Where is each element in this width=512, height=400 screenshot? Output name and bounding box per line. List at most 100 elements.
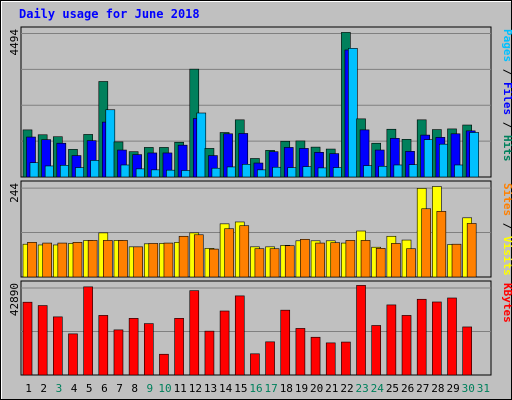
bar-kbytes-day-16 — [250, 353, 260, 376]
x-tick-label-23: 23 — [356, 382, 369, 395]
bar-kbytes-day-4 — [68, 333, 78, 376]
bar-pages-day-13 — [211, 167, 222, 178]
bar-sites-day-15 — [239, 225, 250, 278]
bar-kbytes-day-29 — [447, 297, 457, 376]
x-tick-label-14: 14 — [219, 382, 233, 395]
bar-kbytes-day-17 — [265, 341, 275, 376]
bar-sites-day-23 — [360, 240, 371, 278]
bar-kbytes-day-28 — [432, 301, 442, 376]
bar-kbytes-day-20 — [310, 336, 321, 376]
bar-pages-day-11 — [181, 170, 191, 178]
bar-sites-day-10 — [163, 242, 174, 278]
bar-kbytes-day-7 — [113, 329, 124, 376]
x-tick-label-16: 16 — [249, 382, 262, 395]
bar-kbytes-day-9 — [143, 323, 154, 376]
bar-pages-day-26 — [408, 164, 419, 178]
bar-pages-day-19 — [302, 166, 313, 178]
bar-sites-day-26 — [406, 248, 416, 278]
bar-sites-day-6 — [103, 240, 113, 278]
panel-visits_sites: 244 Sites / Visits — [8, 180, 512, 278]
x-tick-label-4: 4 — [71, 382, 78, 395]
x-tick-label-9: 9 — [147, 382, 154, 395]
x-tick-label-28: 28 — [431, 382, 444, 395]
x-tick-label-7: 7 — [116, 382, 123, 395]
bar-pages-day-29 — [454, 164, 464, 178]
bar-pages-day-27 — [423, 139, 434, 178]
bar-pages-day-24 — [378, 165, 389, 178]
bar-pages-day-5 — [90, 160, 100, 178]
x-tick-label-31: 31 — [477, 382, 490, 395]
series-legend-label: Pages / Files / Hits — [501, 29, 512, 162]
bar-kbytes-day-22 — [341, 341, 351, 376]
bar-sites-day-11 — [178, 235, 189, 278]
bar-pages-day-28 — [439, 143, 449, 178]
bar-pages-day-16 — [257, 169, 267, 178]
y-max-label: 4494 — [8, 29, 21, 56]
x-tick-label-5: 5 — [86, 382, 93, 395]
bar-sites-day-21 — [330, 242, 341, 278]
bar-pages-day-6 — [105, 109, 116, 178]
bar-sites-day-5 — [87, 240, 98, 278]
bar-kbytes-day-21 — [325, 342, 336, 376]
panel-hits_files_pages: 4494 Pages / Files / Hits — [8, 26, 512, 178]
bar-sites-day-29 — [451, 243, 462, 278]
bar-pages-day-20 — [317, 167, 328, 178]
bar-kbytes-day-18 — [280, 309, 291, 376]
x-axis-day-labels: 1 2 3 4 5 6 7 8 9 10 11 12 13 14 15 16 17 18 19 20 21 22 23 24 2… — [25, 382, 490, 395]
bar-kbytes-day-3 — [53, 316, 63, 376]
bar-pages-day-14 — [226, 166, 237, 178]
bar-sites-day-16 — [254, 248, 265, 278]
bar-sites-day-1 — [27, 242, 37, 278]
bar-sites-day-17 — [269, 248, 280, 278]
y-max-label: 42890 — [8, 283, 21, 316]
bar-kbytes-day-19 — [295, 328, 306, 376]
bar-sites-day-14 — [224, 228, 234, 278]
panel-kbytes: 42890 KBytes — [8, 280, 512, 376]
bar-sites-day-20 — [315, 242, 325, 278]
bar-sites-day-30 — [466, 223, 477, 278]
x-tick-label-11: 11 — [174, 382, 187, 395]
x-tick-label-30: 30 — [462, 382, 475, 395]
bar-kbytes-day-27 — [416, 298, 427, 376]
bar-sites-day-2 — [42, 242, 52, 278]
bar-kbytes-day-10 — [159, 353, 169, 376]
bar-kbytes-day-6 — [98, 315, 109, 376]
x-tick-label-17: 17 — [265, 382, 278, 395]
bar-sites-day-3 — [57, 242, 68, 278]
x-tick-label-2: 2 — [40, 382, 47, 395]
bar-sites-day-24 — [375, 248, 386, 278]
bar-pages-day-30 — [469, 132, 479, 178]
bar-kbytes-day-14 — [219, 310, 230, 376]
bar-pages-day-8 — [135, 168, 146, 178]
bar-pages-day-21 — [332, 167, 343, 178]
bar-pages-day-2 — [44, 165, 55, 178]
x-tick-label-1: 1 — [25, 382, 32, 395]
bar-kbytes-day-1 — [22, 301, 33, 376]
bar-sites-day-19 — [300, 238, 310, 278]
bar-kbytes-day-2 — [37, 305, 48, 376]
bar-pages-day-9 — [150, 169, 161, 178]
bar-pages-day-15 — [241, 164, 252, 178]
bar-sites-day-9 — [148, 243, 159, 278]
chart-panels: 4494 Pages / Files / Hits 244 Sites / Visit… — [8, 26, 512, 376]
bar-sites-day-18 — [284, 245, 295, 278]
x-tick-label-24: 24 — [371, 382, 385, 395]
y-max-label: 244 — [8, 183, 21, 203]
bar-pages-day-7 — [120, 164, 131, 178]
bar-kbytes-day-8 — [128, 318, 139, 376]
bar-sites-day-28 — [436, 211, 447, 278]
bar-sites-day-22 — [345, 240, 356, 278]
bar-kbytes-day-15 — [234, 295, 245, 376]
x-tick-label-8: 8 — [131, 382, 138, 395]
x-tick-label-6: 6 — [101, 382, 108, 395]
x-tick-label-3: 3 — [56, 382, 63, 395]
bar-pages-day-4 — [75, 167, 85, 178]
bar-kbytes-day-12 — [189, 290, 200, 376]
series-legend-label: Sites / Visits — [501, 183, 512, 276]
bar-sites-day-25 — [391, 243, 401, 278]
x-tick-label-10: 10 — [158, 382, 171, 395]
bar-sites-day-4 — [72, 242, 83, 278]
x-tick-label-21: 21 — [325, 382, 338, 395]
chart-title: Daily usage for June 2018 — [19, 7, 200, 21]
series-legend-label: KBytes — [501, 283, 512, 323]
